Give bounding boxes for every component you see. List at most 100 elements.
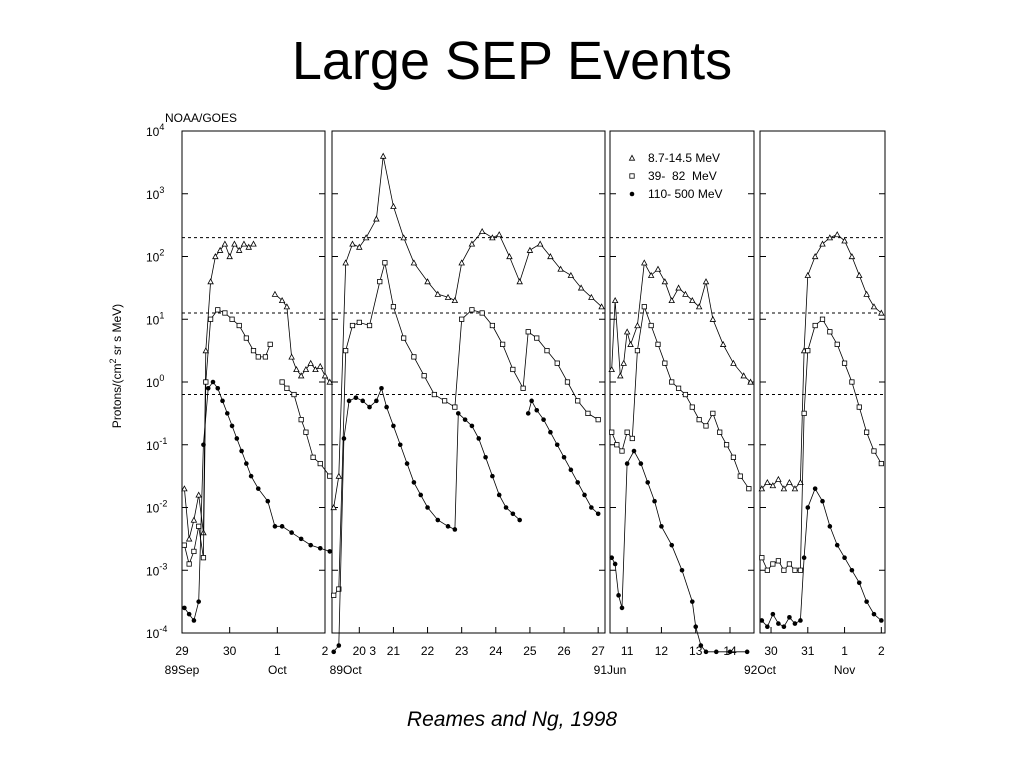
square-point	[682, 391, 689, 398]
triangle-point	[689, 296, 696, 304]
triangle-point	[786, 478, 793, 486]
y-tick-base: 10	[146, 376, 160, 390]
circle-point	[418, 492, 424, 498]
circle-point	[631, 448, 637, 454]
square-point	[366, 322, 373, 329]
circle-point	[517, 517, 522, 523]
triangle-point	[608, 366, 615, 373]
triangle-point	[848, 253, 856, 260]
circle-point	[510, 511, 516, 517]
square-point	[797, 567, 804, 573]
square-point	[849, 379, 855, 385]
circle-point	[849, 567, 855, 573]
circle-point	[805, 505, 811, 510]
triangle-point	[730, 359, 737, 366]
circle-point	[659, 524, 664, 529]
triangle-point	[675, 284, 682, 291]
x-tick-label: 22	[421, 644, 435, 658]
x-tick-label: 11	[621, 644, 634, 658]
triangle-point	[526, 246, 534, 253]
triangle-point	[335, 472, 343, 479]
square-point	[575, 398, 581, 404]
square-point	[489, 322, 495, 329]
triangle-point	[212, 253, 219, 260]
x-tick-label: 27	[591, 644, 605, 658]
circle-point	[186, 611, 192, 617]
circle-point	[792, 621, 798, 626]
square-point	[459, 316, 465, 322]
square-point	[442, 398, 448, 404]
square-series	[181, 307, 273, 567]
x-tick-label: 1	[841, 644, 848, 658]
square-point	[878, 460, 884, 467]
circle-point	[879, 618, 884, 623]
triangle-point	[719, 340, 727, 347]
circle-point	[353, 395, 359, 400]
square-point	[689, 404, 695, 410]
triangle-point	[342, 259, 349, 266]
square-point	[469, 307, 475, 313]
triangle-point	[855, 271, 863, 278]
y-tick-label-6: 10-2	[146, 499, 167, 516]
triangle-point	[410, 259, 418, 266]
square-point	[662, 360, 668, 366]
x-tick-label: 23	[455, 644, 469, 658]
legend-entry-1: 8.7-14.5 MeV	[628, 151, 720, 165]
square-point	[737, 473, 743, 479]
series-line	[611, 306, 750, 489]
x-tick-label: 1	[274, 644, 281, 658]
triangle-point	[878, 309, 885, 316]
square-point	[669, 379, 675, 385]
triangle-point	[250, 240, 257, 247]
panel-3: 1112131491Jun	[594, 130, 755, 677]
circle-point	[759, 618, 765, 623]
square-point	[805, 348, 811, 354]
circle-point	[541, 417, 546, 422]
triangle-point	[620, 359, 627, 366]
square-point	[564, 379, 571, 385]
triangle-point	[557, 265, 564, 272]
x-tick-label: 24	[489, 644, 503, 658]
triangle-point	[400, 234, 407, 241]
triangle-point	[654, 265, 662, 272]
triangle-point	[307, 359, 314, 366]
square-point	[792, 567, 798, 573]
circle-point	[215, 385, 221, 391]
circle-point	[842, 555, 847, 560]
y-tick-exponent: -1	[159, 436, 167, 446]
y-tick-label-4: 100	[146, 373, 164, 390]
square-point	[390, 304, 397, 310]
triangle-point	[819, 240, 826, 247]
circle-point	[496, 492, 502, 498]
square-point	[554, 360, 560, 366]
circle-point	[391, 423, 396, 429]
square-point	[327, 473, 333, 479]
triangle-point	[826, 234, 834, 241]
circle-point	[360, 398, 366, 404]
triangle-point	[797, 478, 804, 486]
square-point	[864, 429, 870, 435]
triangle-point	[764, 478, 771, 486]
triangle-point	[661, 278, 669, 285]
circle-point	[272, 524, 278, 529]
square-point	[303, 429, 309, 435]
square-point	[781, 567, 787, 573]
y-tick-label-3: 101	[146, 310, 164, 327]
triangle-point	[804, 271, 812, 278]
square-point	[298, 417, 304, 423]
panel-2: 20 21 22 23 24 25 26 27 89Oct	[330, 130, 606, 677]
circle-point	[384, 404, 389, 410]
x-tick-label: 2	[322, 644, 329, 658]
triangle-point	[293, 366, 300, 373]
square-point	[291, 391, 297, 398]
square-series	[331, 260, 601, 598]
circle-point	[341, 436, 347, 441]
series-line	[333, 387, 520, 653]
y-tick-base: 10	[146, 125, 160, 139]
circle-point	[871, 611, 877, 617]
square-point	[841, 360, 848, 366]
circle-point	[679, 567, 685, 573]
y-tick-label-0: 104	[146, 122, 164, 139]
square-point	[349, 322, 356, 329]
